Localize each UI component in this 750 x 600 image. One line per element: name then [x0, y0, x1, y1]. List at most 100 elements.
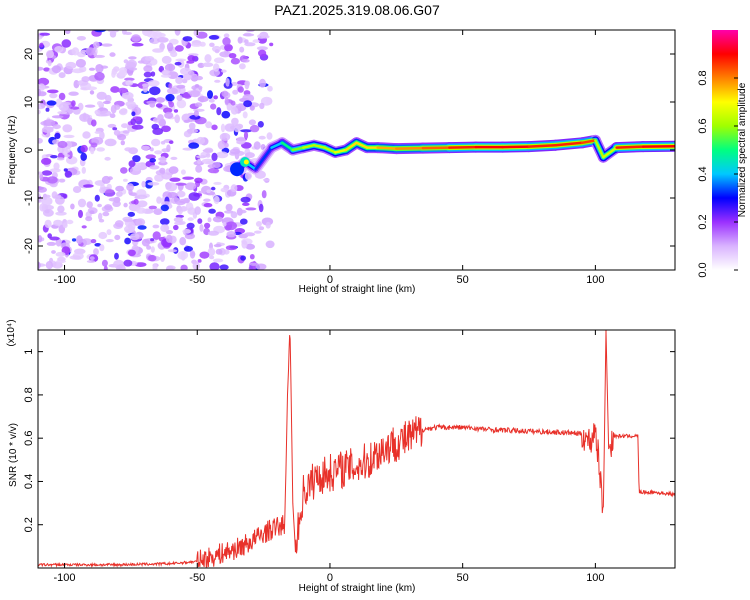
noise-blob [77, 102, 84, 111]
noise-blob [133, 198, 139, 205]
noise-blob [185, 182, 197, 191]
noise-blob [147, 80, 160, 87]
y-tick-label: 0.8 [23, 387, 35, 402]
noise-blob [186, 222, 195, 229]
noise-blob [213, 181, 222, 185]
noise-blob [152, 263, 158, 270]
noise-blob [173, 217, 184, 223]
x-tick-label: 100 [586, 572, 604, 584]
noise-blob [214, 79, 221, 83]
noise-blob [115, 220, 124, 228]
noise-blob [213, 63, 220, 72]
noise-blob [243, 100, 253, 108]
noise-blob [99, 244, 105, 252]
noise-blob [94, 30, 106, 33]
ridge-segment [291, 146, 305, 152]
y-tick-label: 20 [23, 48, 35, 60]
noise-blob [219, 264, 229, 270]
noise-blob [120, 140, 126, 146]
y-tick-label: -20 [23, 238, 35, 254]
noise-blob [222, 222, 227, 227]
noise-blob [240, 218, 248, 225]
noise-blob [179, 237, 187, 246]
noise-blob [182, 73, 192, 81]
noise-blob [176, 94, 183, 102]
noise-blob [207, 247, 216, 256]
noise-blob [259, 78, 266, 88]
noise-blob [38, 109, 41, 115]
noise-blob [216, 107, 222, 116]
noise-blob [117, 133, 127, 141]
noise-blob [243, 232, 256, 237]
noise-blob [242, 202, 250, 206]
noise-blob [120, 167, 128, 174]
noise-blob [174, 45, 184, 52]
noise-blob [131, 111, 136, 117]
noise-blob [94, 194, 100, 202]
noise-blob [210, 186, 216, 191]
noise-blob [213, 195, 220, 205]
noise-blob [265, 221, 271, 229]
noise-blob [209, 42, 215, 47]
noise-blob [149, 86, 161, 96]
noise-blob [203, 198, 211, 202]
y-tick-label: 1 [23, 349, 35, 355]
noise-blob [197, 158, 202, 165]
noise-blob [93, 248, 99, 256]
x-tick-label: 0 [327, 572, 333, 584]
noise-blob [124, 31, 132, 35]
noise-blob [192, 261, 200, 270]
noise-blob [208, 35, 220, 40]
noise-blob [124, 147, 133, 152]
noise-blob [45, 261, 54, 270]
noise-blob [221, 110, 231, 119]
noise-blob [95, 64, 104, 73]
noise-blob [188, 192, 200, 201]
noise-blob [96, 147, 105, 152]
noise-blob [208, 98, 215, 103]
noise-blob [81, 166, 87, 174]
ridge-segment [344, 141, 358, 152]
ridge-segment [421, 146, 451, 150]
noise-blob [207, 217, 212, 223]
noise-blob [62, 222, 68, 229]
noise-blob [197, 96, 209, 103]
noise-blob [118, 108, 128, 116]
noise-blob [160, 74, 171, 78]
noise-blob [194, 177, 203, 184]
noise-blob [187, 217, 194, 221]
noise-blob [182, 147, 194, 151]
noise-blob [207, 164, 216, 169]
noise-blob [39, 173, 44, 181]
ridge-segment [312, 143, 326, 149]
noise-blob [117, 87, 128, 94]
noise-blob [188, 122, 196, 130]
noise-blob [77, 51, 86, 58]
noise-blob [42, 209, 54, 217]
noise-blob [237, 86, 244, 93]
noise-blob [38, 66, 44, 71]
noise-blob [269, 42, 274, 47]
noise-blob [196, 155, 207, 159]
noise-blob [255, 263, 267, 270]
noise-blob [89, 210, 95, 215]
noise-blob [51, 191, 58, 199]
colorbar-tick-label: 0.6 [697, 118, 709, 133]
noise-blob [86, 260, 96, 263]
noise-blob [70, 106, 80, 110]
noise-blob [58, 103, 69, 111]
noise-blob [143, 71, 152, 78]
noise-blob [211, 124, 218, 131]
noise-blob [81, 76, 90, 83]
noise-blob [221, 69, 227, 73]
noise-blob [242, 111, 248, 119]
noise-blob [85, 47, 96, 56]
noise-blob [215, 248, 223, 255]
noise-blob [70, 203, 75, 210]
noise-blob [114, 252, 119, 260]
noise-blob [249, 262, 259, 266]
noise-blob [47, 89, 59, 94]
noise-blob [142, 84, 148, 93]
noise-blob [166, 87, 178, 95]
